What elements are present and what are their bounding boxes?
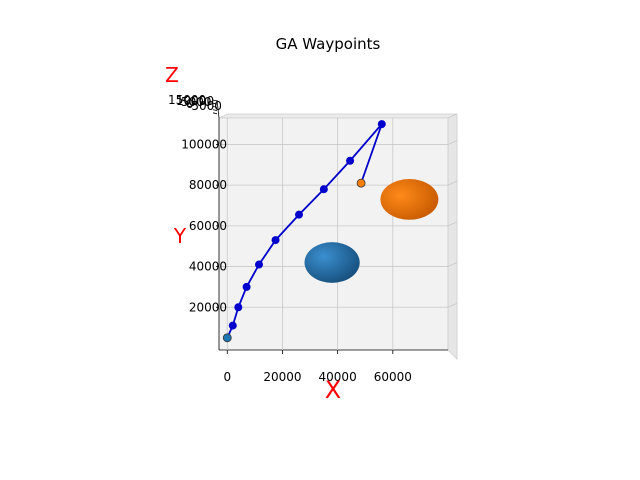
y-tick-label: 100000 xyxy=(181,137,227,151)
z-tick-label: -5000 xyxy=(187,99,222,113)
z-tick-mark xyxy=(212,99,218,102)
waypoint-marker xyxy=(234,303,243,312)
z-tick-label: 15000 xyxy=(168,93,206,107)
chart-title: GA Waypoints xyxy=(276,35,381,53)
waypoint-marker xyxy=(242,282,251,291)
waypoint-marker xyxy=(255,260,264,269)
waypoint-path xyxy=(222,120,386,343)
y-tick-label: 60000 xyxy=(189,219,227,233)
orange-sphere xyxy=(380,179,439,220)
waypoint-marker xyxy=(346,156,355,165)
z-tick-mark xyxy=(212,106,218,108)
y-tick-label: 80000 xyxy=(189,178,227,192)
z-axis-label: Z xyxy=(165,63,179,87)
blue-sphere xyxy=(304,242,360,283)
waypoint-marker xyxy=(271,236,280,245)
z-tick-mark xyxy=(212,112,218,115)
y-gridline-side xyxy=(447,221,458,227)
waypoint-marker xyxy=(319,185,328,194)
y-gridline-side xyxy=(447,180,458,186)
obstacles xyxy=(304,179,439,283)
x-tick-label: 40000 xyxy=(319,370,357,384)
z-axis-line xyxy=(216,99,220,119)
y-tick-label: 20000 xyxy=(189,300,227,314)
x-ticks: 0 20000 40000 60000 xyxy=(223,350,412,384)
y-axis-label: Y xyxy=(173,224,187,248)
y-gridline-side xyxy=(447,140,458,145)
x-tick-label: 0 xyxy=(223,370,231,384)
right-pane xyxy=(447,113,458,360)
waypoint-marker xyxy=(228,321,237,330)
end-marker xyxy=(356,178,366,188)
waypoint-marker xyxy=(377,120,386,129)
x-tick-label: 20000 xyxy=(263,370,301,384)
y-tick-label: 40000 xyxy=(189,260,227,274)
plot-background xyxy=(219,118,448,350)
y-ticks: 20000 40000 60000 80000 100000 xyxy=(181,137,227,314)
y-gridline-side xyxy=(447,302,458,308)
y-gridline-side xyxy=(447,262,458,267)
z-tick-label: 0 xyxy=(186,97,194,111)
z-tick-label: 10000 xyxy=(176,94,214,108)
top-pane xyxy=(218,113,458,119)
x-tick-label: 60000 xyxy=(374,370,412,384)
z-tick-mark xyxy=(212,109,218,111)
z-tick-mark xyxy=(212,102,218,105)
z-tick-label: 5000 xyxy=(181,95,212,109)
waypoint-marker xyxy=(295,210,304,219)
axes-frame xyxy=(216,99,458,360)
start-marker xyxy=(222,333,232,343)
x-axis-label: X xyxy=(325,376,341,404)
